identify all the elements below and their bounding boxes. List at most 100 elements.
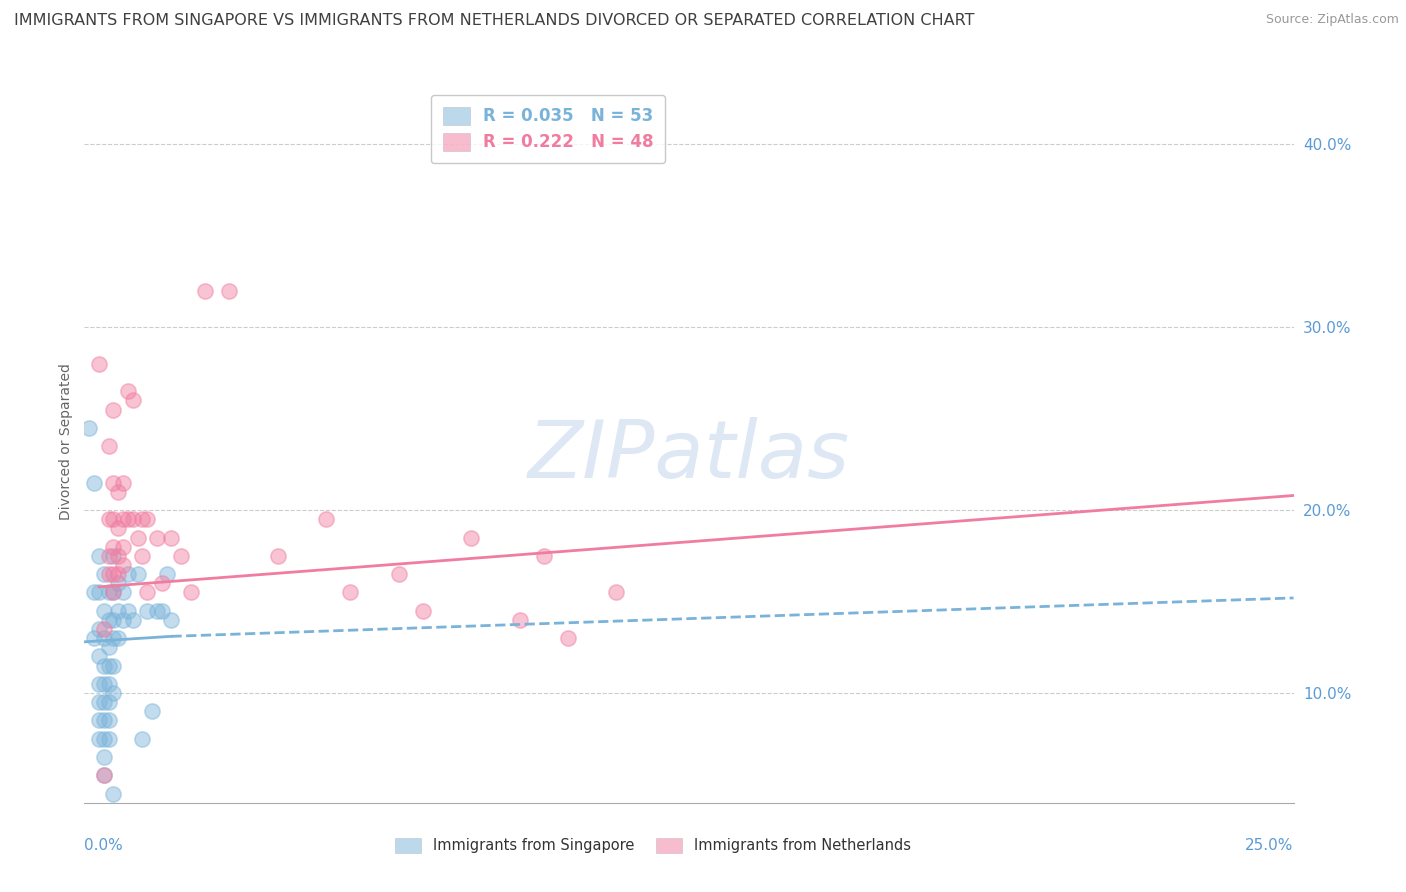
Point [103,512,125,526]
Point [87,714,110,728]
Point [103,540,125,554]
Point [533,549,555,563]
Point [131,512,153,526]
Point [103,613,125,627]
Point [87,649,110,664]
Point [93,567,115,582]
Point [136,604,159,618]
Point [87,585,110,599]
Point [93,658,115,673]
Point [117,567,139,582]
Point [315,512,337,526]
Point [121,393,143,408]
Point [87,622,110,636]
Point [160,613,183,627]
Point [97,731,120,746]
Point [93,631,115,645]
Point [103,475,125,490]
Point [93,695,115,709]
Point [112,512,135,526]
Text: 25.0%: 25.0% [1246,838,1294,853]
Point [112,475,135,490]
Point [127,567,149,582]
Point [103,585,125,599]
Y-axis label: Divorced or Separated: Divorced or Separated [59,363,73,520]
Point [180,585,202,599]
Point [218,284,240,298]
Point [97,439,120,453]
Point [93,677,115,691]
Text: IMMIGRANTS FROM SINGAPORE VS IMMIGRANTS FROM NETHERLANDS DIVORCED OR SEPARATED C: IMMIGRANTS FROM SINGAPORE VS IMMIGRANTS … [14,13,974,29]
Point [87,731,110,746]
Point [112,613,135,627]
Point [160,531,183,545]
Point [121,613,143,627]
Point [97,585,120,599]
Point [93,622,115,636]
Point [460,531,482,545]
Point [150,576,173,591]
Point [107,604,129,618]
Point [267,549,290,563]
Point [103,631,125,645]
Point [83,585,105,599]
Point [107,576,129,591]
Point [93,768,115,782]
Point [131,731,153,746]
Point [97,613,120,627]
Text: Source: ZipAtlas.com: Source: ZipAtlas.com [1265,13,1399,27]
Point [77,421,100,435]
Point [103,686,125,700]
Point [170,549,193,563]
Point [103,567,125,582]
Point [97,640,120,655]
Point [107,521,129,535]
Point [97,512,120,526]
Point [112,558,135,572]
Point [388,567,411,582]
Text: ZIPatlas: ZIPatlas [527,417,851,495]
Point [194,284,217,298]
Point [412,604,434,618]
Point [136,585,159,599]
Point [97,658,120,673]
Point [112,585,135,599]
Point [107,631,129,645]
Point [103,549,125,563]
Point [150,604,173,618]
Point [155,567,177,582]
Point [117,512,139,526]
Point [93,768,115,782]
Point [131,549,153,563]
Point [87,357,110,371]
Legend: Immigrants from Singapore, Immigrants from Netherlands: Immigrants from Singapore, Immigrants fr… [387,830,918,861]
Text: 0.0%: 0.0% [84,838,124,853]
Point [103,585,125,599]
Point [141,704,163,718]
Point [93,714,115,728]
Point [103,658,125,673]
Point [509,613,531,627]
Point [605,585,627,599]
Point [83,475,105,490]
Point [557,631,579,645]
Point [103,402,125,417]
Point [121,512,143,526]
Point [93,604,115,618]
Point [146,531,169,545]
Point [87,677,110,691]
Point [146,604,169,618]
Point [97,695,120,709]
Point [107,567,129,582]
Point [97,549,120,563]
Point [136,512,159,526]
Point [103,787,125,801]
Point [87,549,110,563]
Point [112,540,135,554]
Point [117,384,139,399]
Point [97,567,120,582]
Point [87,695,110,709]
Point [97,714,120,728]
Point [83,631,105,645]
Point [93,731,115,746]
